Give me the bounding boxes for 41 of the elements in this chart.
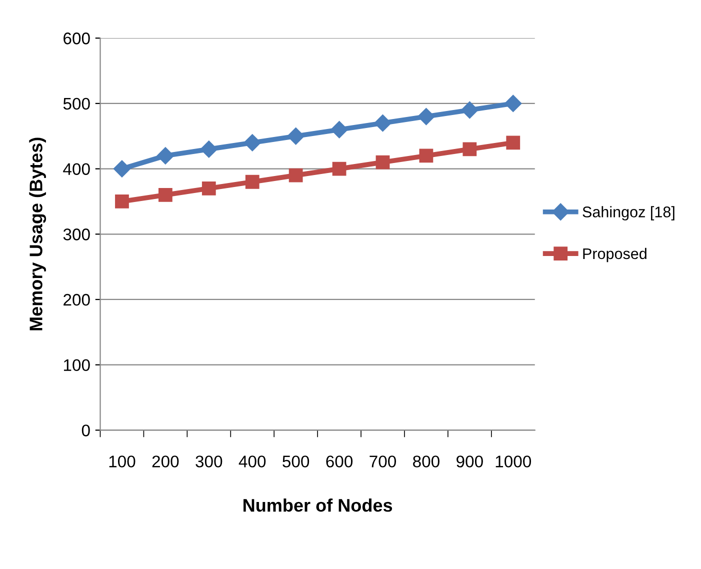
legend-label: Sahingoz [18] — [582, 206, 674, 220]
x-tick-label: 800 — [413, 456, 440, 468]
point — [156, 147, 174, 164]
y-tick-label: 500 — [63, 98, 90, 110]
point — [288, 168, 303, 182]
point — [419, 148, 434, 163]
point — [200, 140, 218, 158]
x-tick-label: 900 — [456, 456, 483, 468]
point — [332, 162, 346, 176]
point — [374, 114, 392, 132]
y-tick-label: 300 — [63, 228, 90, 240]
point — [330, 121, 348, 138]
y-axis-title: Memory Usage (Bytes) — [29, 138, 46, 330]
point — [202, 181, 216, 196]
x-tick-label: 200 — [152, 456, 179, 468]
x-tick-label: 600 — [326, 456, 353, 468]
x-tick-label: 700 — [370, 456, 396, 468]
point — [158, 188, 172, 202]
x-tick-label: 1000 — [496, 456, 532, 468]
point — [461, 101, 478, 119]
x-tick-label: 300 — [196, 456, 222, 468]
y-tick-label: 400 — [63, 163, 90, 176]
y-tick-label: 0 — [82, 424, 90, 436]
point — [504, 94, 522, 112]
y-tick-label: 100 — [64, 359, 90, 372]
x-tick-label: 500 — [282, 456, 310, 468]
point — [113, 160, 131, 178]
point — [244, 134, 261, 152]
y-tick-label: 600 — [64, 32, 90, 44]
point — [115, 194, 129, 208]
x-tick-label: 100 — [109, 456, 136, 468]
point — [245, 174, 260, 189]
point — [418, 108, 435, 126]
x-tick-label: 400 — [238, 456, 266, 468]
point — [506, 136, 520, 150]
point — [287, 128, 304, 145]
legend-label: Proposed — [583, 248, 646, 262]
point — [462, 142, 477, 156]
y-tick-label: 200 — [64, 294, 90, 306]
point — [376, 155, 390, 170]
x-axis-title: Number of Nodes — [244, 498, 392, 512]
